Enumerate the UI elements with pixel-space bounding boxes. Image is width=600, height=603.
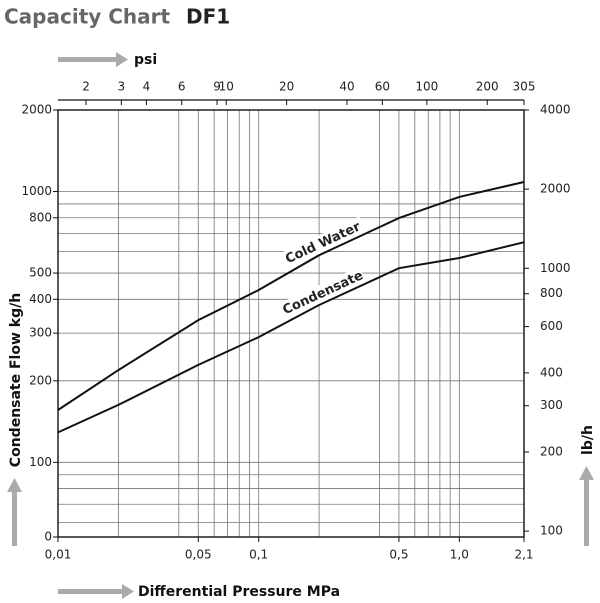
x2-tick-label: 3 (118, 80, 126, 94)
x2-tick-label: 4 (143, 80, 151, 94)
curve-label: Condensate (279, 266, 367, 319)
y-tick-label: 100 (29, 455, 52, 469)
x2-tick-label: 10 (219, 80, 234, 94)
x2-tick-label: 60 (375, 80, 390, 94)
y-tick-label: 500 (29, 266, 52, 280)
y2-tick-label: 300 (540, 398, 563, 412)
x-tick-label: 0,01 (45, 548, 72, 562)
y2-tick-label: 4000 (540, 103, 571, 117)
y2-tick-label: 800 (540, 286, 563, 300)
label-background (279, 216, 367, 270)
y2-tick-label: 400 (540, 365, 563, 379)
x2-tick-label: 200 (476, 80, 499, 94)
y2-tick-label: 600 (540, 319, 563, 333)
x-tick-label: 0,1 (249, 548, 268, 562)
y-tick-label: 200 (29, 373, 52, 387)
y2-tick-label: 100 (540, 524, 563, 538)
curve-label-text: Condensate (281, 268, 366, 318)
y-tick-label: 400 (29, 292, 52, 306)
arrow (7, 52, 594, 599)
y-axis-title: Condensate Flow kg/h (8, 293, 24, 467)
x-axis-title: Differential Pressure MPa (138, 584, 340, 600)
y-tick-label: 2000 (21, 103, 52, 117)
x2-tick-label: 6 (178, 80, 186, 94)
y2-tick-label: 200 (540, 445, 563, 459)
x-tick-label: 1,0 (450, 548, 469, 562)
x2-tick-label: 20 (279, 80, 294, 94)
y2-tick-label: 2000 (540, 182, 571, 196)
x2-tick-label: 305 (513, 80, 536, 94)
label-background (279, 266, 367, 319)
line (57, 181, 525, 411)
x2-tick-label: 9 (213, 80, 221, 94)
chart-title: Capacity Chart (4, 5, 171, 29)
x2-tick-label: 40 (339, 80, 354, 94)
plot-frame (57, 109, 525, 538)
x2-tick-label: 2 (82, 80, 90, 94)
x-tick-label: 0,5 (389, 548, 408, 562)
x2-tick-label: 100 (415, 80, 438, 94)
y-tick-label: 800 (29, 210, 52, 224)
x-tick-label: 0,05 (185, 548, 212, 562)
y-tick-label: 0 (44, 530, 52, 544)
curve-label: Cold Water (279, 216, 367, 270)
x2-axis-title: psi (134, 52, 157, 68)
y-tick-label: 1000 (21, 184, 52, 198)
model-name: DF1 (186, 5, 230, 29)
line (57, 241, 525, 434)
curve-label-text: Cold Water (283, 219, 363, 267)
y2-axis-title: lb/h (580, 425, 596, 455)
y2-tick-label: 1000 (540, 261, 571, 275)
y-tick-label: 300 (29, 326, 52, 340)
x-tick-label: 2,1 (514, 548, 533, 562)
